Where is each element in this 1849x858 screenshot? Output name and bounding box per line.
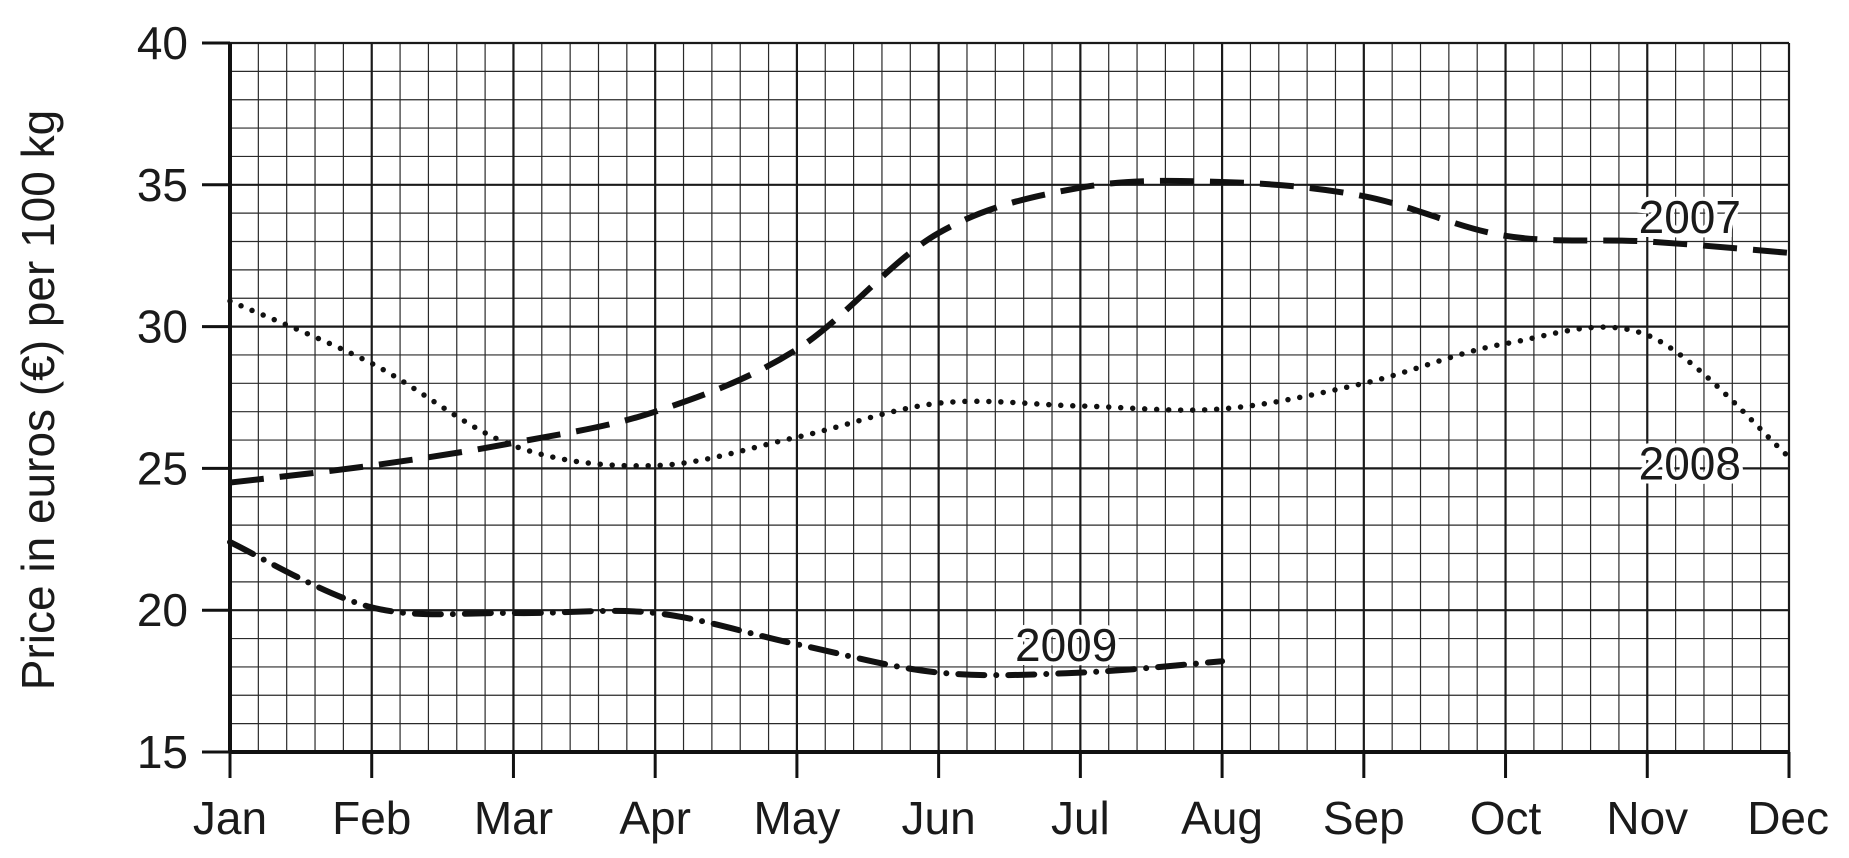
x-tick-label: Feb bbox=[332, 792, 411, 844]
x-tick-label: Jun bbox=[902, 792, 976, 844]
series-label-2007: 2007 bbox=[1639, 191, 1741, 243]
x-tick-label: Sep bbox=[1323, 792, 1405, 844]
major-grid bbox=[228, 41, 1791, 754]
x-tick-label: Apr bbox=[619, 792, 691, 844]
series-label-2008: 2008 bbox=[1639, 438, 1741, 490]
y-axis-title: Price in euros (€) per 100 kg bbox=[12, 110, 64, 690]
series-line-2009 bbox=[227, 539, 1226, 679]
y-tick-label: 20 bbox=[137, 584, 188, 636]
series-line-2008 bbox=[227, 298, 1792, 469]
minor-grid bbox=[230, 43, 1789, 752]
x-tick-label: Dec bbox=[1747, 792, 1829, 844]
x-axis-tick-labels: Jan Feb Mar Apr May Jun Jul Aug Sep Oct Nov Dec bbox=[193, 792, 1829, 844]
x-tick-label: Jul bbox=[1051, 792, 1110, 844]
axes bbox=[202, 41, 1791, 778]
x-tick-label: Nov bbox=[1606, 792, 1688, 844]
y-tick-label: 40 bbox=[137, 17, 188, 69]
x-tick-label: Mar bbox=[474, 792, 553, 844]
series-label-2009: 2009 bbox=[1015, 619, 1117, 671]
y-axis-tick-labels: 15 20 25 30 35 40 bbox=[137, 17, 188, 778]
y-tick-label: 30 bbox=[137, 301, 188, 353]
y-tick-label: 25 bbox=[137, 442, 188, 494]
x-tick-label: May bbox=[753, 792, 840, 844]
x-tick-label: Aug bbox=[1181, 792, 1263, 844]
x-tick-label: Oct bbox=[1470, 792, 1542, 844]
y-tick-label: 35 bbox=[137, 159, 188, 211]
y-tick-label: 15 bbox=[137, 726, 188, 778]
series-lines bbox=[227, 177, 1792, 679]
x-tick-label: Jan bbox=[193, 792, 267, 844]
series-labels: 2007 2008 2009 bbox=[1011, 187, 1745, 675]
